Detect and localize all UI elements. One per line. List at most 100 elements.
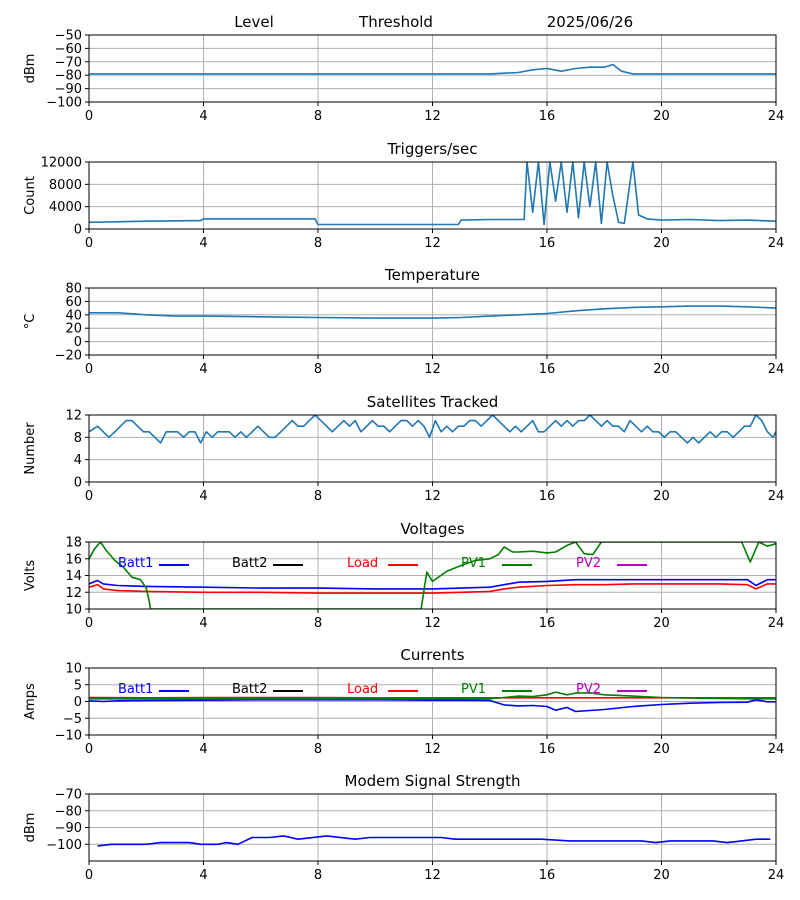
y-tick-label: −5 bbox=[63, 712, 82, 727]
x-tick-label: 20 bbox=[653, 742, 670, 757]
x-tick-label: 12 bbox=[424, 616, 441, 631]
header: Level Threshold 2025/06/26 bbox=[234, 13, 633, 31]
y-tick-label: 0 bbox=[74, 223, 82, 238]
series-group bbox=[97, 835, 771, 847]
x-tick-label: 16 bbox=[539, 489, 556, 504]
y-tick-label: 8000 bbox=[49, 178, 82, 193]
header-threshold-label: Threshold bbox=[358, 13, 433, 31]
legend-label-batt2: Batt2 bbox=[232, 682, 267, 697]
chart-title: Temperature bbox=[384, 266, 480, 284]
y-tick-label: 20 bbox=[65, 322, 82, 337]
y-tick-label: 14 bbox=[65, 569, 82, 584]
y-tick-label: −20 bbox=[55, 349, 82, 364]
chart-level: 0 4 8 12 16 20 24 −100−90−80−70−60−50 dBm bbox=[23, 29, 784, 125]
y-tick-label: 18 bbox=[65, 536, 82, 551]
series-group bbox=[89, 162, 776, 226]
x-tick-label: 20 bbox=[653, 616, 670, 631]
x-tick-label: 24 bbox=[768, 742, 785, 757]
y-tick-label: 12 bbox=[65, 409, 82, 424]
x-tick-label: 20 bbox=[653, 489, 670, 504]
y-tick-label: 8 bbox=[74, 431, 82, 446]
x-tick-label: 16 bbox=[539, 742, 556, 757]
y-tick-label: −70 bbox=[55, 55, 82, 70]
x-tick-label: 24 bbox=[768, 868, 785, 883]
legend: Batt1 Batt2 Load PV1 PV2 bbox=[118, 682, 647, 697]
x-tick-label: 0 bbox=[85, 742, 93, 757]
chart-title: Modem Signal Strength bbox=[345, 772, 521, 790]
legend-label-pv1: PV1 bbox=[461, 682, 486, 697]
series-line-batt1 bbox=[89, 578, 776, 590]
chart-title: Currents bbox=[400, 646, 464, 664]
x-tick-label: 24 bbox=[768, 236, 785, 251]
y-tick-label: −100 bbox=[46, 838, 82, 853]
series-group bbox=[89, 542, 776, 609]
y-tick-label: −90 bbox=[55, 82, 82, 97]
y-tick-label: 60 bbox=[65, 295, 82, 310]
y-tick-label: 10 bbox=[65, 662, 82, 677]
y-axis-label: Amps bbox=[23, 683, 38, 720]
x-tick-label: 0 bbox=[85, 616, 93, 631]
series-line-temperature bbox=[89, 305, 776, 319]
series-group bbox=[89, 691, 776, 713]
y-tick-label: 0 bbox=[74, 476, 82, 491]
x-tick-label: 0 bbox=[85, 362, 93, 377]
y-axis-label: °C bbox=[23, 314, 38, 330]
x-tick-label: 20 bbox=[653, 236, 670, 251]
series-line-pv1 bbox=[89, 691, 776, 700]
chart-title: Voltages bbox=[400, 520, 464, 538]
x-tick-label: 12 bbox=[424, 489, 441, 504]
y-tick-label: −10 bbox=[55, 729, 82, 744]
y-tick-label: −80 bbox=[55, 804, 82, 819]
x-tick-label: 12 bbox=[424, 109, 441, 124]
x-tick-label: 20 bbox=[653, 868, 670, 883]
chart-satellites: 0 4 8 12 16 20 24 0 4 8 12 Satellites Tracked Number bbox=[23, 393, 784, 504]
x-tick-label: 16 bbox=[539, 868, 556, 883]
x-tick-label: 16 bbox=[539, 236, 556, 251]
y-tick-label: 10 bbox=[65, 603, 82, 618]
x-tick-label: 4 bbox=[199, 236, 207, 251]
y-axis-label: dBm bbox=[23, 813, 38, 843]
y-tick-label: 0 bbox=[74, 335, 82, 350]
x-tick-label: 0 bbox=[85, 489, 93, 504]
x-tick-label: 0 bbox=[85, 868, 93, 883]
y-tick-label: −70 bbox=[55, 788, 82, 803]
y-axis-label: Count bbox=[23, 176, 38, 215]
legend-label-pv2: PV2 bbox=[576, 556, 601, 571]
chart-modem: 0 4 8 12 16 20 24 −100 −90 −80−70 Modem Signal Str… bbox=[23, 772, 784, 883]
legend-label-load: Load bbox=[347, 556, 378, 571]
x-tick-label: 12 bbox=[424, 742, 441, 757]
x-tick-label: 12 bbox=[424, 362, 441, 377]
y-axis-label: dBm bbox=[23, 54, 38, 84]
legend: Batt1 Batt2 Load PV1 PV2 bbox=[118, 556, 647, 571]
chart-triggers: 0 4 8 12 16 20 24 0 4000 8000 12000 Triggers/sec Cou… bbox=[23, 140, 784, 251]
legend-label-batt1: Batt1 bbox=[118, 682, 153, 697]
y-tick-label: 80 bbox=[65, 282, 82, 297]
x-tick-label: 8 bbox=[314, 236, 322, 251]
x-tick-label: 24 bbox=[768, 616, 785, 631]
x-tick-label: 4 bbox=[199, 362, 207, 377]
x-tick-label: 8 bbox=[314, 868, 322, 883]
y-tick-label: 40 bbox=[65, 308, 82, 323]
series-line-modem bbox=[97, 835, 771, 847]
header-date-label: 2025/06/26 bbox=[547, 13, 633, 31]
series-group bbox=[89, 63, 776, 75]
x-tick-label: 8 bbox=[314, 742, 322, 757]
y-tick-label: 12 bbox=[65, 586, 82, 601]
x-tick-label: 4 bbox=[199, 868, 207, 883]
chart-title: Satellites Tracked bbox=[367, 393, 498, 411]
x-tick-label: 16 bbox=[539, 362, 556, 377]
x-tick-label: 4 bbox=[199, 742, 207, 757]
legend-label-load: Load bbox=[347, 682, 378, 697]
x-tick-label: 8 bbox=[314, 109, 322, 124]
y-tick-label: 0 bbox=[74, 695, 82, 710]
y-tick-label: −100 bbox=[46, 96, 82, 111]
y-tick-label: −80 bbox=[55, 69, 82, 84]
y-tick-label: 12000 bbox=[41, 156, 82, 171]
x-tick-label: 24 bbox=[768, 109, 785, 124]
series-line-batt1 bbox=[89, 699, 776, 713]
series-group bbox=[89, 305, 776, 319]
series-group bbox=[89, 415, 776, 444]
